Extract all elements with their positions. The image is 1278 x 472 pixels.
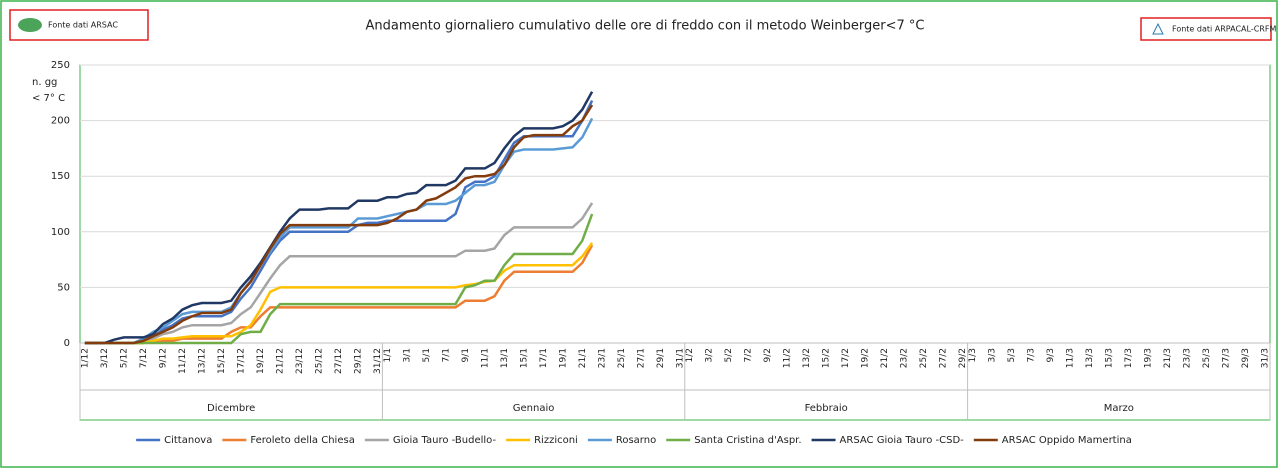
x-tick-label: 1/2 [685,348,695,362]
right-logo-box [1140,17,1272,41]
x-tick-label: 5/3 [1007,348,1017,362]
x-tick-label: 1/3 [968,348,978,362]
y-axis-label: < 7° C [32,93,65,104]
logo-icon [1152,22,1164,35]
x-tick-label: 11/12 [178,348,188,374]
y-tick-label: 100 [51,227,70,238]
x-tick-label: 3/1 [402,348,412,362]
y-tick-label: 150 [51,171,70,182]
x-tick-label: 19/12 [256,348,266,374]
x-tick-label: 3/3 [988,348,998,362]
x-tick-label: 7/2 [744,348,754,362]
x-tick-label: 17/12 [236,348,246,374]
x-tick-label: 29/12 [353,348,363,374]
x-tick-label: 1/1 [383,348,393,362]
x-tick-label: 3/2 [705,348,715,362]
x-tick-label: 17/3 [1124,348,1134,368]
x-tick-label: 13/1 [500,348,510,368]
series-line [84,202,594,345]
legend-label: ARSAC Oppido Mamertina [1002,435,1132,446]
x-tick-label: 7/12 [139,348,149,368]
x-tick-label: 19/3 [1144,348,1154,368]
right-source: Fonte dati ARPACAL-CRFM [1172,25,1276,34]
x-tick-label: 11/1 [480,348,490,368]
x-tick-label: 29/3 [1241,348,1251,368]
series-line [84,104,594,345]
x-tick-label: 31/3 [1261,348,1271,368]
x-tick-label: 13/2 [802,348,812,368]
x-tick-label: 15/12 [217,348,227,374]
legend-label: Cittanova [164,435,212,446]
x-tick-label: 5/2 [724,348,734,362]
y-tick-label: 250 [51,60,70,71]
x-tick-label: 29/2 [958,348,968,368]
x-tick-label: 31/12 [373,348,383,374]
x-tick-label: 21/1 [578,348,588,368]
legend-label: Rosarno [616,435,656,446]
x-tick-label: 25/3 [1202,348,1212,368]
x-tick-label: 15/2 [822,348,832,368]
x-tick-label: 11/2 [783,348,793,368]
x-tick-label: 27/1 [636,348,646,368]
series-line [84,91,594,345]
legend-label: Rizziconi [534,435,578,446]
x-tick-label: 17/1 [539,348,549,368]
logo-icon [18,18,42,32]
legend-label: ARSAC Gioia Tauro -CSD- [840,435,965,446]
x-tick-label: 25/1 [617,348,627,368]
legend-label: Feroleto della Chiesa [250,435,354,446]
x-tick-label: 3/12 [100,348,110,368]
x-tick-label: 27/12 [334,348,344,374]
x-tick-label: 29/1 [656,348,666,368]
y-tick-label: 200 [51,116,70,127]
x-tick-label: 31/1 [675,348,685,368]
x-tick-label: 9/12 [158,348,168,368]
legend-label: Gioia Tauro -Budello- [393,435,497,446]
x-tick-label: 19/1 [558,348,568,368]
y-tick-label: 50 [57,282,70,293]
x-tick-label: 5/1 [422,348,432,362]
left-source: Fonte dati ARSAC [48,21,118,30]
x-tick-label: 15/3 [1105,348,1115,368]
x-tick-label: 7/1 [441,348,451,362]
chart-title: Andamento giornaliero cumulativo delle o… [366,19,925,34]
x-tick-label: 19/2 [861,348,871,368]
x-tick-label: 9/1 [461,348,471,362]
series-line [84,213,594,345]
y-axis-label: n. gg [32,77,57,88]
group-label: Dicembre [207,403,255,414]
x-tick-label: 23/3 [1183,348,1193,368]
x-tick-label: 5/12 [119,348,129,368]
x-tick-label: 9/3 [1046,348,1056,362]
group-label: Febbraio [805,403,848,414]
series-line [84,244,594,345]
x-tick-label: 23/2 [900,348,910,368]
x-tick-label: 9/2 [763,348,773,362]
group-label: Marzo [1104,403,1134,414]
x-tick-label: 27/2 [939,348,949,368]
x-tick-label: 21/2 [880,348,890,368]
x-tick-label: 11/3 [1066,348,1076,368]
x-tick-label: 21/12 [275,348,285,374]
x-tick-label: 13/3 [1085,348,1095,368]
x-tick-label: 23/12 [295,348,305,374]
x-tick-label: 21/3 [1163,348,1173,368]
x-tick-label: 25/2 [919,348,929,368]
series-line [84,100,594,345]
x-tick-label: 7/3 [1027,348,1037,362]
x-tick-label: 27/3 [1222,348,1232,368]
x-tick-label: 17/2 [841,348,851,368]
x-tick-label: 13/12 [197,348,207,374]
group-label: Gennaio [513,403,555,414]
series-line [84,242,594,345]
x-tick-label: 25/12 [314,348,324,374]
x-tick-label: 1/12 [80,348,90,368]
legend-label: Santa Cristina d'Aspr. [694,435,801,446]
y-tick-label: 0 [64,338,70,349]
x-tick-label: 23/1 [597,348,607,368]
x-tick-label: 15/1 [519,348,529,368]
